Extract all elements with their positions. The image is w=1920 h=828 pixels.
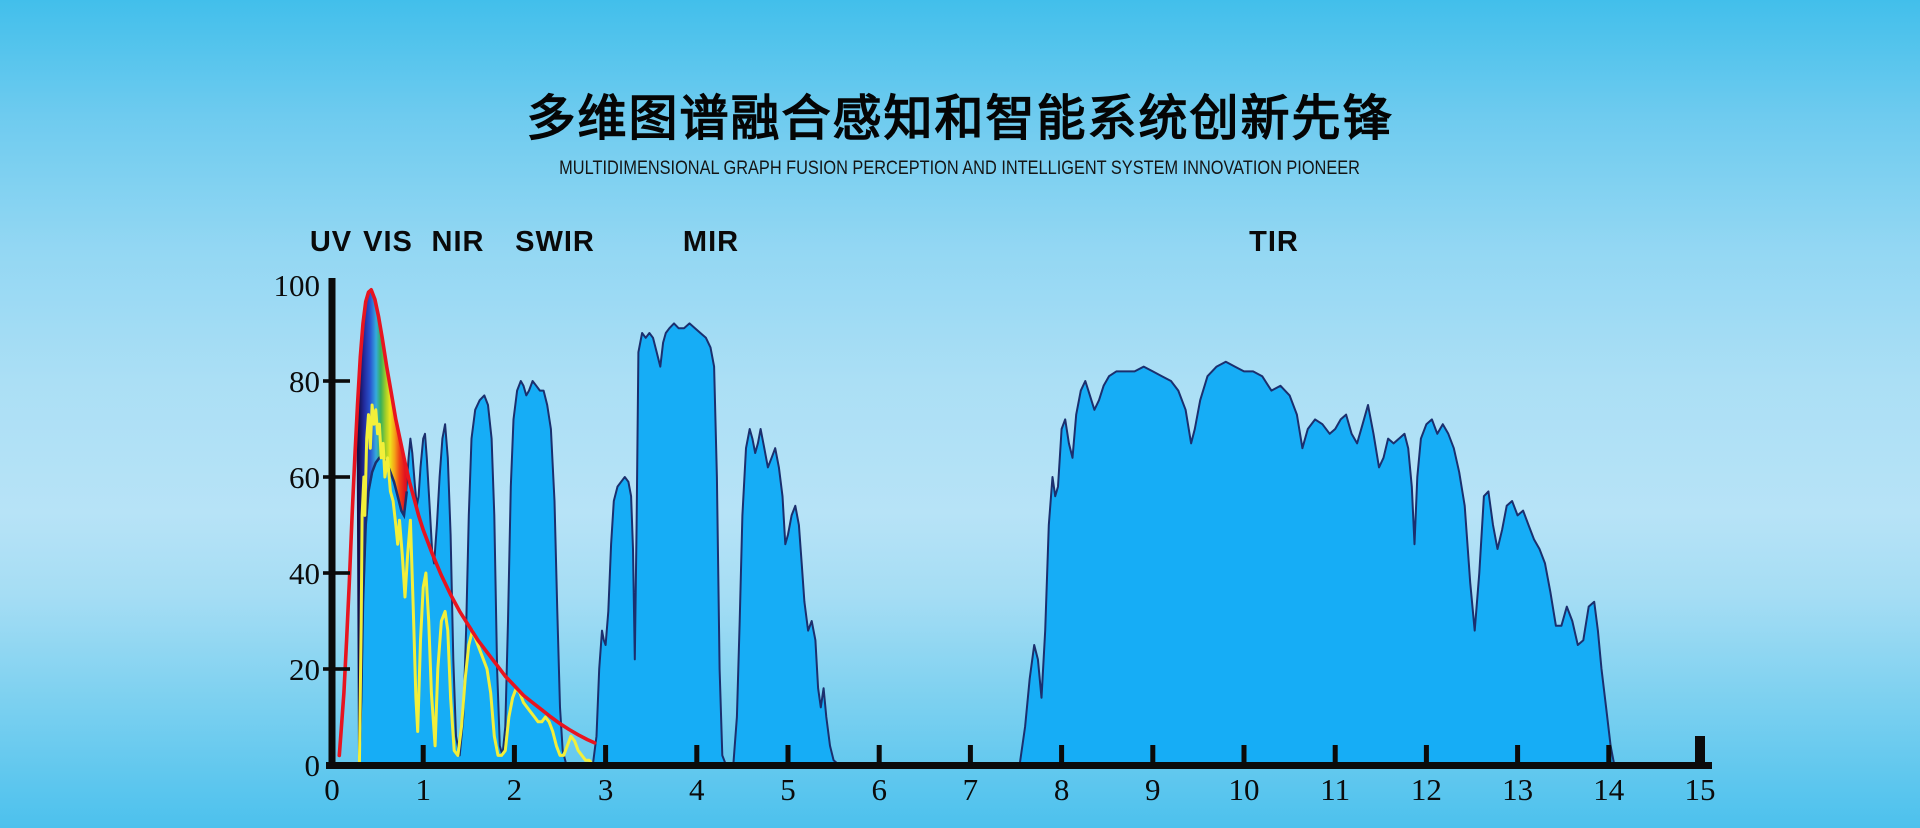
y-tick-label-20: 20	[289, 652, 320, 687]
x-tick-label-3: 3	[598, 772, 614, 807]
visible-spectrum-rainbow	[356, 289, 407, 756]
x-tick-label-13: 13	[1502, 772, 1533, 807]
page-subtitle-text: MULTIDIMENSIONAL GRAPH FUSION PERCEPTION…	[559, 158, 1361, 179]
curve-layer	[337, 288, 597, 767]
x-tick-4	[694, 745, 700, 762]
x-tick-label-8: 8	[1054, 772, 1070, 807]
y-tick-label-0: 0	[305, 748, 321, 783]
x-tick-label-7: 7	[963, 772, 979, 807]
x-tick-12	[1423, 745, 1429, 762]
blackbody-envelope-curve	[337, 288, 597, 758]
y-tick-label-100: 100	[274, 268, 321, 303]
band-label-swir: SWIR	[515, 226, 595, 258]
x-tick-8	[1059, 745, 1065, 762]
page-title: 多维图谱融合感知和智能系统创新先锋	[526, 91, 1394, 146]
x-tick-7	[967, 745, 973, 762]
transmission-area-layer	[358, 322, 1616, 766]
x-tick-label-2: 2	[507, 772, 523, 807]
y-tick-label-60: 60	[289, 460, 320, 495]
x-tick-9	[1150, 745, 1156, 762]
x-tick-3	[603, 745, 609, 762]
x-tick-label-6: 6	[871, 772, 887, 807]
x-axis-line	[326, 762, 1712, 769]
y-tick-60	[323, 475, 350, 479]
x-tick-label-4: 4	[689, 772, 705, 807]
x-tick-label-14: 14	[1593, 772, 1625, 807]
band-label-uv: UV	[309, 226, 353, 258]
x-tick-14	[1606, 745, 1612, 762]
x-tick-10	[1241, 745, 1247, 762]
x-tick-13	[1515, 745, 1521, 762]
transmission-area	[358, 322, 1616, 766]
x-tick-label-11: 11	[1320, 772, 1350, 807]
y-tick-label-40: 40	[289, 556, 320, 591]
band-label-nir: NIR	[431, 226, 485, 258]
y-axis-line	[328, 278, 336, 769]
y-tick-40	[323, 571, 350, 575]
x-tick-label-0: 0	[324, 772, 340, 807]
y-tick-20	[323, 667, 350, 671]
x-tick-15	[1695, 736, 1705, 762]
x-tick-label-9: 9	[1145, 772, 1161, 807]
page-subtitle: MULTIDIMENSIONAL GRAPH FUSION PERCEPTION…	[0, 158, 1920, 180]
x-tick-2	[511, 745, 517, 762]
band-label-mir: MIR	[682, 226, 740, 258]
band-label-tir: TIR	[1249, 226, 1299, 258]
x-tick-5	[785, 745, 791, 762]
y-tick-label-80: 80	[289, 364, 320, 399]
x-tick-6	[876, 745, 882, 762]
x-tick-label-15: 15	[1685, 772, 1716, 807]
y-tick-80	[323, 379, 350, 383]
surface-solar-spectrum-curve	[357, 403, 595, 767]
x-tick-11	[1332, 745, 1338, 762]
x-tick-label-5: 5	[780, 772, 796, 807]
band-label-vis: VIS	[363, 226, 413, 258]
x-tick-label-12: 12	[1411, 772, 1442, 807]
x-tick-label-10: 10	[1229, 772, 1260, 807]
x-tick-label-1: 1	[415, 772, 431, 807]
x-tick-1	[420, 745, 426, 762]
